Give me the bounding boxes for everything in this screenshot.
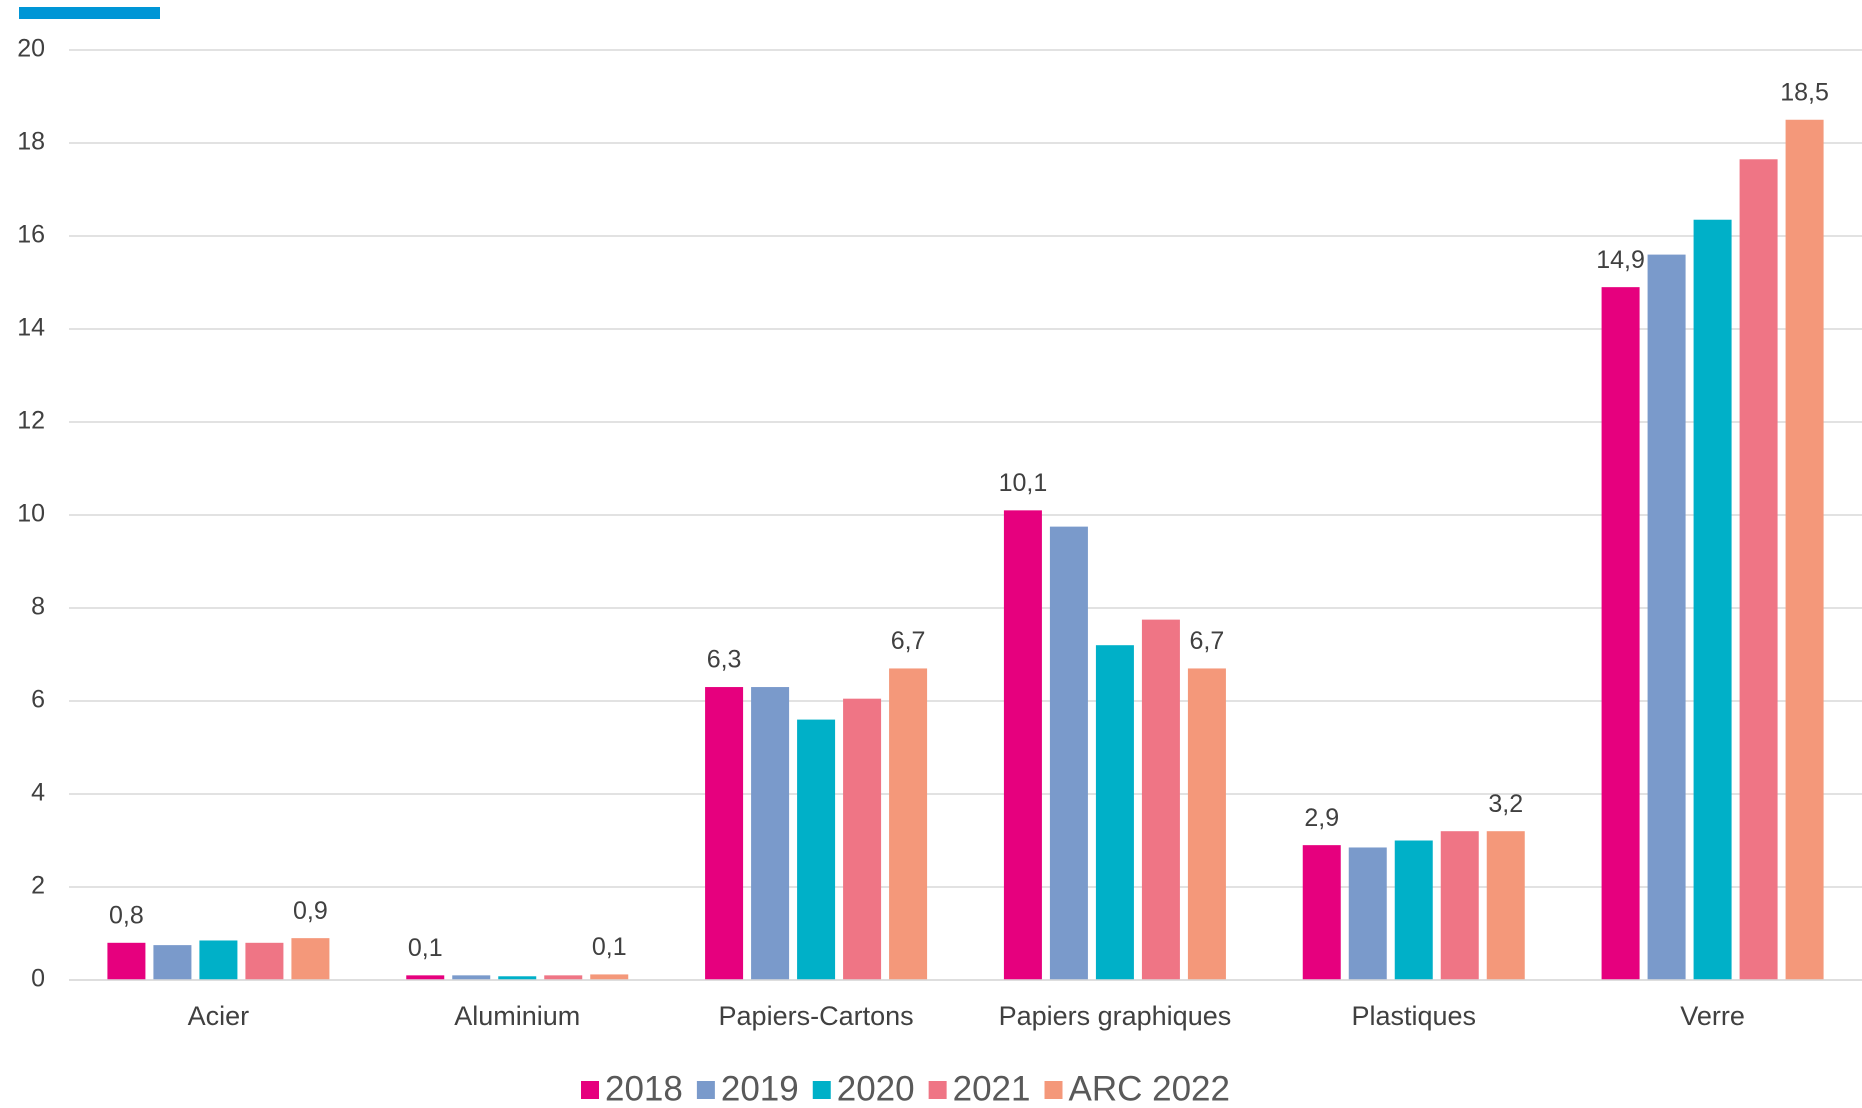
y-tick-label: 0 <box>31 965 45 993</box>
x-tick-label: Verre <box>1680 1001 1745 1031</box>
bar <box>291 938 330 980</box>
legend-label: 2018 <box>605 1069 683 1108</box>
bar <box>1348 847 1387 980</box>
bar <box>1394 840 1433 980</box>
y-tick-label: 2 <box>31 872 45 900</box>
legend-swatch <box>581 1081 600 1099</box>
value-label: 0,1 <box>592 933 627 961</box>
value-label: 0,8 <box>109 901 144 929</box>
value-label: 0,1 <box>408 934 443 962</box>
bar <box>498 976 537 980</box>
y-tick-label: 8 <box>31 593 45 621</box>
bar <box>751 687 790 980</box>
value-label: 0,9 <box>293 897 328 925</box>
value-label: 3,2 <box>1488 790 1523 818</box>
bar <box>1141 619 1180 980</box>
x-tick-label: Papiers-Cartons <box>719 1001 914 1031</box>
y-tick-label: 18 <box>17 128 45 156</box>
y-tick-label: 12 <box>17 407 45 435</box>
x-tick-label: Plastiques <box>1351 1001 1476 1031</box>
legend-swatch <box>1044 1081 1063 1099</box>
value-label: 14,9 <box>1596 246 1645 274</box>
legend-label: 2019 <box>721 1069 799 1108</box>
y-tick-label: 6 <box>31 686 45 714</box>
bar <box>1440 831 1479 980</box>
bar <box>1486 831 1525 980</box>
bar <box>1601 287 1640 980</box>
value-label: 6,7 <box>891 627 926 655</box>
accent-bar <box>19 7 160 19</box>
value-label: 6,3 <box>707 646 742 674</box>
bar <box>544 975 583 980</box>
legend-swatch <box>928 1081 947 1099</box>
y-tick-label: 14 <box>17 314 45 342</box>
bar <box>107 942 146 980</box>
bar <box>1693 219 1732 981</box>
bar <box>1302 845 1341 980</box>
legend-swatch <box>696 1081 715 1099</box>
bar <box>1095 645 1134 980</box>
x-tick-label: Aluminium <box>454 1001 580 1031</box>
bar <box>797 719 836 980</box>
bar <box>705 687 744 980</box>
bar <box>452 975 491 980</box>
x-tick-label: Papiers graphiques <box>999 1001 1232 1031</box>
bar <box>1739 159 1778 980</box>
value-label: 18,5 <box>1780 78 1829 106</box>
bar <box>1049 526 1088 980</box>
bar <box>590 974 629 980</box>
x-tick-label: Acier <box>188 1001 250 1031</box>
bar <box>889 668 928 980</box>
bar <box>1785 119 1824 980</box>
y-tick-label: 10 <box>17 500 45 528</box>
bar <box>843 698 882 980</box>
y-tick-label: 20 <box>17 35 45 63</box>
legend-label: 2021 <box>953 1069 1031 1108</box>
legend-label: ARC 2022 <box>1069 1069 1230 1108</box>
bar <box>1003 510 1042 980</box>
value-label: 6,7 <box>1190 627 1225 655</box>
bar <box>1187 668 1226 980</box>
bar <box>199 940 238 980</box>
value-label: 2,9 <box>1304 804 1339 832</box>
value-label: 10,1 <box>999 469 1048 497</box>
y-tick-label: 16 <box>17 221 45 249</box>
bar <box>406 975 445 980</box>
legend-swatch <box>812 1081 831 1099</box>
y-tick-label: 4 <box>31 779 45 807</box>
bar <box>153 945 192 980</box>
bar <box>245 942 284 980</box>
legend-label: 2020 <box>837 1069 915 1108</box>
bar <box>1647 254 1686 981</box>
